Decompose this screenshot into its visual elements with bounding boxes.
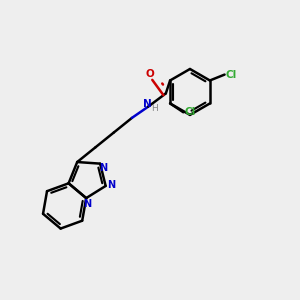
Text: N: N [83,199,91,209]
Text: H: H [151,103,158,112]
Text: N: N [143,99,152,109]
Text: O: O [146,69,154,79]
Text: N: N [107,180,115,190]
Text: N: N [100,163,108,173]
Text: Cl: Cl [184,107,195,117]
Text: Cl: Cl [225,70,237,80]
